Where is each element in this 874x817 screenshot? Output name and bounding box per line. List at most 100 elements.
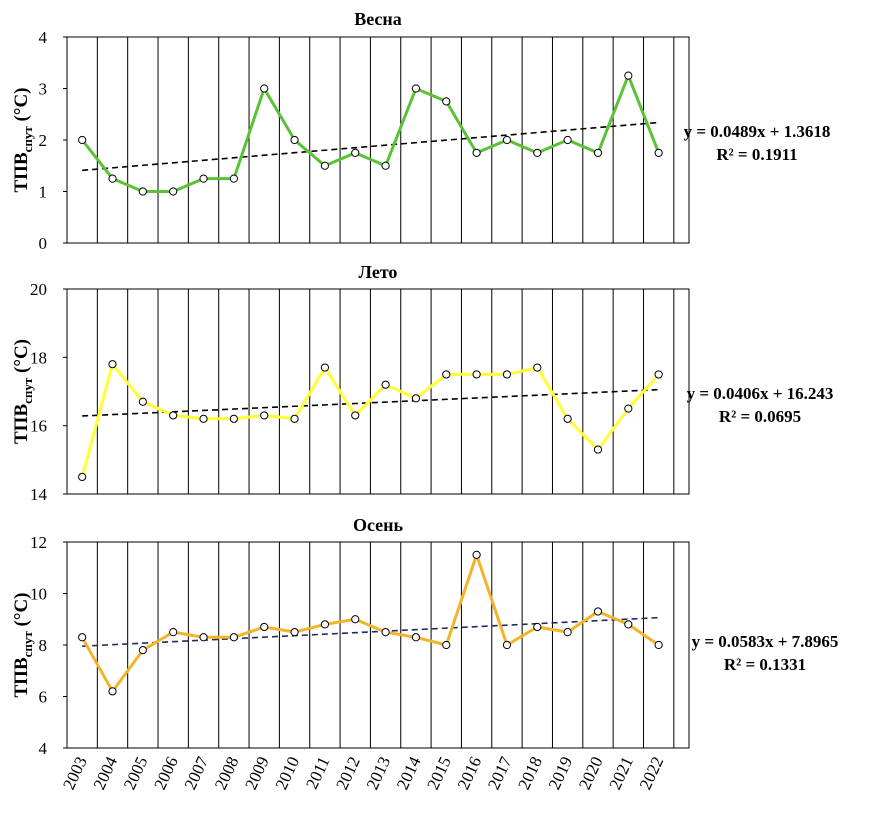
y-tick-label: 10 <box>30 585 47 604</box>
data-point <box>351 411 360 420</box>
x-tick-label: 2021 <box>605 754 637 793</box>
data-point <box>411 633 421 642</box>
data-point <box>654 640 663 650</box>
trend-equation: y = 0.0489x + 1.3618 <box>684 122 831 141</box>
data-point <box>472 370 481 379</box>
data-point <box>290 414 299 423</box>
y-axis-label: ТПВспут (°C) <box>11 339 35 444</box>
plot-area <box>66 36 690 244</box>
y-tick-label: 3 <box>39 80 48 99</box>
x-tick-label: 2018 <box>514 754 546 793</box>
y-tick-label: 1 <box>39 183 48 202</box>
panel-autumn: Осень 4 6 8 10 12 ТПВспут (°C) y = 0.0583x + 7.… <box>11 515 838 793</box>
data-point <box>624 71 633 80</box>
x-tick-label: 2020 <box>575 754 607 793</box>
data-point <box>563 628 572 637</box>
data-point <box>502 135 512 145</box>
data-point <box>199 414 208 423</box>
x-tick-label: 2016 <box>454 754 486 793</box>
data-point <box>260 411 269 420</box>
data-point <box>351 148 360 157</box>
x-tick-label: 2022 <box>636 754 668 793</box>
data-point <box>169 628 178 637</box>
data-point <box>138 646 147 655</box>
data-point <box>593 607 603 616</box>
x-tick-label: 2008 <box>211 754 243 793</box>
data-point <box>138 187 147 196</box>
data-point <box>78 633 87 642</box>
x-tick-label: 2017 <box>484 753 516 792</box>
data-point <box>654 148 663 157</box>
y-axis-label-unit: (°C) <box>11 339 32 378</box>
data-point <box>472 148 481 157</box>
y-axis-label-unit: (°C) <box>11 592 32 631</box>
panel-spring: Весна 0 1 2 3 4 ТПВспут (°C) y = 0.0489x + 1.36… <box>11 9 830 253</box>
data-point <box>624 620 633 629</box>
x-tick-label: 2003 <box>59 754 91 793</box>
x-tick-label: 2011 <box>302 754 333 792</box>
data-point <box>593 148 603 157</box>
data-point <box>199 174 208 183</box>
trend-line <box>82 121 659 172</box>
x-tick-label: 2005 <box>120 754 152 793</box>
trend-equation: y = 0.0406x + 16.243 <box>687 384 834 403</box>
y-axis-label-unit: (°C) <box>11 87 32 126</box>
chart-title: Лето <box>359 262 398 282</box>
x-tick-label: 2007 <box>181 753 213 792</box>
y-axis-label-sub: спут <box>20 631 35 658</box>
x-tick-label: 2009 <box>241 754 273 793</box>
panel-summer: Лето 14 16 18 20 ТПВспут (°C) y = 0.0406x + 16… <box>11 262 833 504</box>
y-tick-label: 0 <box>39 234 48 253</box>
x-tick-label: 2006 <box>150 754 182 793</box>
data-point <box>108 687 117 696</box>
y-axis-label-main: ТПВ <box>11 657 32 697</box>
y-axis-label-main: ТПВ <box>11 404 32 444</box>
data-point <box>381 628 390 637</box>
y-tick-label: 20 <box>30 280 47 299</box>
y-axis-label-sub: спут <box>20 377 35 404</box>
y-tick-label: 18 <box>30 348 47 367</box>
y-axis-label: ТПВспут (°C) <box>11 87 35 192</box>
data-point <box>320 620 330 629</box>
data-point <box>351 615 360 624</box>
data-point <box>502 370 512 379</box>
x-tick-label: 2004 <box>90 753 122 792</box>
data-point <box>229 174 238 183</box>
data-point <box>78 135 87 145</box>
data-point <box>229 633 238 642</box>
data-point <box>411 394 421 403</box>
y-axis-label-sub: спут <box>20 126 35 153</box>
data-point <box>654 370 663 379</box>
y-tick-label: 8 <box>39 636 48 655</box>
plot-area <box>66 541 690 749</box>
data-point <box>260 84 269 93</box>
trend-line <box>82 388 659 417</box>
x-tick-label: 2012 <box>332 754 364 793</box>
y-tick-label: 4 <box>39 28 48 47</box>
trend-line <box>82 616 659 647</box>
data-point <box>442 640 451 650</box>
data-point <box>593 445 603 454</box>
data-point <box>563 414 572 423</box>
x-tick-label: 2019 <box>545 754 577 793</box>
data-point <box>442 97 451 106</box>
data-point <box>199 633 208 642</box>
chart-title: Весна <box>354 9 402 29</box>
data-point <box>290 135 299 145</box>
data-point <box>563 135 572 145</box>
data-point <box>502 640 512 650</box>
data-point <box>108 360 117 369</box>
data-point <box>229 414 238 423</box>
trend-r-squared: R² = 0.0695 <box>719 407 801 426</box>
data-point <box>533 363 542 372</box>
data-point <box>624 404 633 413</box>
trend-r-squared: R² = 0.1911 <box>716 145 797 164</box>
data-point <box>169 187 178 196</box>
data-point <box>533 148 542 157</box>
y-axis-label-main: ТПВ <box>11 152 32 192</box>
data-point <box>533 622 542 632</box>
y-tick-label: 2 <box>39 131 48 150</box>
x-tick-label: 2015 <box>423 754 455 793</box>
x-tick-label: 2010 <box>272 754 304 793</box>
